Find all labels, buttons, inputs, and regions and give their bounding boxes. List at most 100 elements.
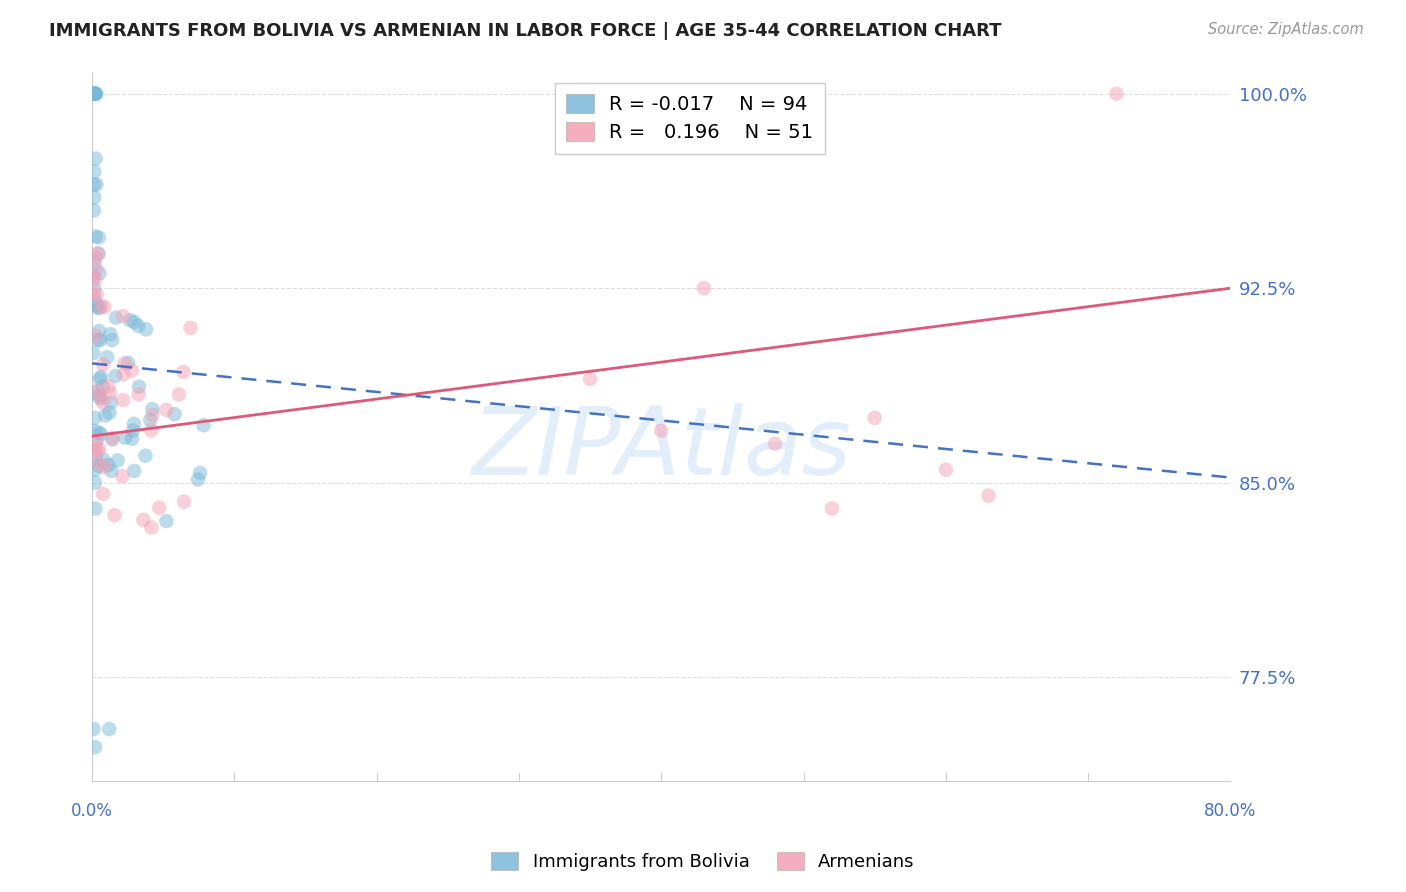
- Point: [83, 203, 105, 218]
- Point: [122, 464, 145, 478]
- Point: [122, 315, 145, 329]
- Point: [87, 333, 110, 347]
- Point: [121, 363, 143, 377]
- Point: [84, 152, 107, 166]
- Point: [193, 418, 215, 433]
- Point: [83, 87, 105, 101]
- Point: [83, 190, 105, 204]
- Point: [83, 87, 105, 101]
- Point: [650, 424, 672, 438]
- Point: [86, 178, 108, 192]
- Point: [84, 450, 107, 464]
- Point: [112, 392, 135, 407]
- Point: [172, 365, 194, 379]
- Point: [100, 395, 122, 409]
- Point: [83, 281, 105, 295]
- Point: [693, 281, 716, 295]
- Point: [135, 322, 157, 336]
- Point: [97, 379, 120, 393]
- Point: [82, 384, 104, 399]
- Point: [111, 469, 134, 483]
- Point: [86, 298, 108, 312]
- Point: [90, 369, 112, 384]
- Point: [87, 458, 110, 473]
- Point: [128, 387, 150, 401]
- Point: [127, 318, 149, 333]
- Point: [579, 372, 602, 386]
- Point: [84, 229, 107, 244]
- Point: [87, 230, 110, 244]
- Point: [863, 410, 886, 425]
- Point: [84, 87, 107, 101]
- Point: [100, 327, 122, 342]
- Text: IMMIGRANTS FROM BOLIVIA VS ARMENIAN IN LABOR FORCE | AGE 35-44 CORRELATION CHART: IMMIGRANTS FROM BOLIVIA VS ARMENIAN IN L…: [49, 22, 1001, 40]
- Point: [122, 417, 145, 431]
- Point: [84, 294, 107, 309]
- Point: [83, 722, 105, 736]
- Point: [977, 489, 1000, 503]
- Point: [167, 387, 190, 401]
- Point: [114, 431, 136, 445]
- Point: [103, 508, 125, 522]
- Point: [87, 324, 110, 338]
- Point: [87, 247, 110, 261]
- Point: [188, 466, 211, 480]
- Point: [141, 402, 163, 417]
- Point: [163, 407, 186, 421]
- Point: [98, 406, 121, 420]
- Point: [128, 379, 150, 393]
- Point: [82, 271, 104, 285]
- Point: [141, 408, 163, 422]
- Point: [83, 287, 105, 301]
- Point: [107, 453, 129, 467]
- Point: [83, 410, 105, 425]
- Point: [135, 449, 157, 463]
- Point: [87, 443, 110, 458]
- Point: [89, 301, 111, 316]
- Point: [84, 272, 107, 286]
- Point: [87, 246, 110, 260]
- Point: [84, 328, 107, 343]
- Point: [86, 384, 108, 398]
- Point: [91, 395, 114, 409]
- Point: [84, 251, 107, 265]
- Point: [935, 463, 957, 477]
- Point: [82, 268, 104, 283]
- Point: [93, 300, 115, 314]
- Point: [101, 433, 124, 447]
- Point: [89, 372, 111, 386]
- Point: [101, 333, 124, 347]
- Point: [763, 437, 786, 451]
- Point: [87, 425, 110, 440]
- Point: [83, 164, 105, 178]
- Point: [84, 463, 107, 477]
- Point: [117, 356, 139, 370]
- Point: [114, 356, 136, 370]
- Text: ZIPAtlas: ZIPAtlas: [471, 402, 851, 493]
- Point: [90, 427, 112, 442]
- Point: [83, 424, 105, 438]
- Point: [96, 350, 118, 364]
- Point: [104, 368, 127, 383]
- Point: [180, 321, 202, 335]
- Point: [86, 87, 108, 101]
- Legend: R = -0.017    N = 94, R =   0.196    N = 51: R = -0.017 N = 94, R = 0.196 N = 51: [554, 83, 825, 153]
- Point: [97, 458, 120, 472]
- Point: [86, 433, 108, 447]
- Point: [89, 392, 111, 406]
- Point: [82, 87, 104, 101]
- Point: [141, 423, 163, 437]
- Point: [120, 313, 142, 327]
- Point: [104, 310, 127, 325]
- Point: [89, 390, 111, 404]
- Point: [91, 487, 114, 501]
- Point: [821, 501, 844, 516]
- Point: [139, 413, 162, 427]
- Point: [155, 514, 177, 528]
- Point: [121, 432, 143, 446]
- Point: [98, 722, 121, 736]
- Point: [98, 386, 121, 401]
- Point: [111, 309, 134, 323]
- Point: [148, 500, 170, 515]
- Point: [82, 346, 104, 360]
